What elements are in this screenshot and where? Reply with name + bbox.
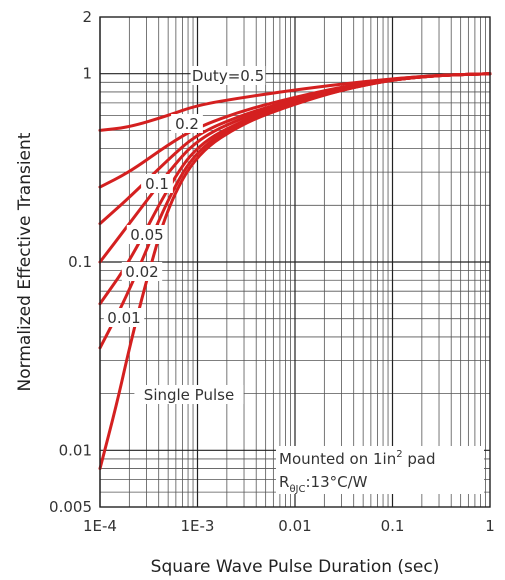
x-tick-label: 1 xyxy=(485,517,495,535)
y-tick-label: 0.1 xyxy=(68,253,92,271)
series-label-text: Single Pulse xyxy=(144,386,234,404)
series-label: Duty=0.5 xyxy=(190,66,266,85)
series-label-text: Duty=0.5 xyxy=(192,67,264,85)
annotation-resistance-value: :13°C/W xyxy=(306,473,368,491)
series-label-background xyxy=(190,66,266,85)
y-tick-label: 2 xyxy=(82,8,92,26)
annotation-mounting-text: Mounted on 1in xyxy=(279,450,396,468)
series-label-background xyxy=(141,174,173,193)
x-tick-label: 0.1 xyxy=(381,517,405,535)
series-label: 0.2 xyxy=(171,114,203,133)
plot-frame xyxy=(99,16,491,508)
series-label: 0.1 xyxy=(141,174,173,193)
series-label-background xyxy=(126,225,168,244)
series-label-text: 0.05 xyxy=(130,226,163,244)
series-label-background xyxy=(134,385,244,404)
annotation-box: Mounted on 1in2 pad RθJC:13°C/W xyxy=(276,446,484,495)
y-axis-title: Normalized Effective Transient xyxy=(15,132,35,391)
series-label: 0.01 xyxy=(103,308,145,327)
y-tick-label: 1 xyxy=(82,65,92,83)
series-labels: Duty=0.5 0.2 0.1 0.05 0.02 0.01 Single Pulse xyxy=(103,66,266,404)
annotation-resistance: RθJC:13°C/W xyxy=(279,473,368,495)
series-label-text: 0.02 xyxy=(125,263,158,281)
y-tick-labels: 0.005 0.01 0.1 1 2 xyxy=(49,8,92,516)
series-label-background xyxy=(171,114,203,133)
annotation-mounting-tail: pad xyxy=(403,450,436,468)
series-label-text: 0.1 xyxy=(145,175,169,193)
x-tick-labels: 1E-4 1E-3 0.01 0.1 1 xyxy=(83,517,495,535)
annotation-resistance-symbol: R xyxy=(279,473,289,491)
annotation-mounting: Mounted on 1in2 pad xyxy=(279,449,436,468)
y-tick-label: 0.005 xyxy=(49,498,92,516)
series-line xyxy=(98,72,492,471)
annotation-mounting-sup: 2 xyxy=(396,449,402,460)
y-tick-label: 0.01 xyxy=(59,441,92,459)
x-tick-label: 1E-3 xyxy=(181,517,215,535)
series-label-background xyxy=(121,262,163,281)
annotation-resistance-sub: θJC xyxy=(289,484,305,495)
annotation-background xyxy=(276,446,484,494)
series-label: 0.05 xyxy=(126,225,168,244)
series-label-text: 0.2 xyxy=(175,115,199,133)
x-axis-title: Square Wave Pulse Duration (sec) xyxy=(151,557,440,577)
series-label: Single Pulse xyxy=(134,385,244,404)
x-tick-label: 0.01 xyxy=(278,517,311,535)
x-tick-label: 1E-4 xyxy=(83,517,117,535)
series-label-background xyxy=(103,308,145,327)
series-label-text: 0.01 xyxy=(107,309,140,327)
series-label: 0.02 xyxy=(121,262,163,281)
